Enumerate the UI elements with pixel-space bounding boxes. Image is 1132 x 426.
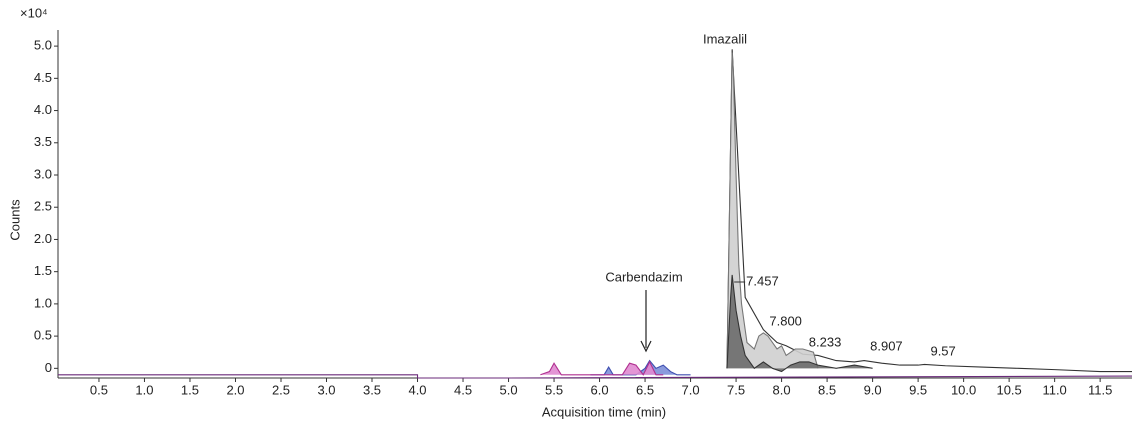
x-tick-label: 4.0 [408,382,426,397]
trace [540,360,664,376]
y-axis-label: Counts [7,199,22,241]
x-tick-label: 1.5 [181,382,199,397]
trace [590,359,691,376]
x-tick-label: 9.0 [864,382,882,397]
annotation: Carbendazim [605,269,682,284]
x-tick-label: 6.0 [591,382,609,397]
peak-label: 7.457 [746,273,779,288]
x-tick-label: 7.0 [682,382,700,397]
x-tick-label: 10.5 [996,382,1021,397]
arrow-head [640,340,652,353]
x-tick-label: 11.0 [1042,382,1066,397]
y-tick-label: 3.0 [34,166,52,181]
peak-label: 8.233 [809,334,842,349]
x-tick-label: 9.5 [909,382,927,397]
y-tick-label: 4.5 [34,70,52,85]
x-tick-label: 7.5 [727,382,745,397]
x-tick-label: 2.0 [226,382,244,397]
y-multiplier: ×10⁴ [20,5,48,20]
x-tick-label: 4.5 [454,382,472,397]
x-tick-label: 8.0 [773,382,791,397]
y-tick-label: 0.5 [34,328,52,343]
annotation: Imazalil [703,31,747,46]
x-tick-label: 0.5 [90,382,108,397]
y-tick-label: 1.5 [34,263,52,278]
x-tick-label: 8.5 [818,382,836,397]
y-tick-label: 2.5 [34,199,52,214]
y-tick-label: 4.0 [34,102,52,117]
x-tick-label: 3.0 [317,382,335,397]
x-tick-label: 11.5 [1088,382,1112,397]
y-tick-label: 3.5 [34,134,52,149]
x-tick-label: 10.0 [951,382,976,397]
x-tick-label: 3.5 [363,382,381,397]
peak-label: 9.57 [930,343,955,358]
x-tick-label: 2.5 [272,382,290,397]
y-tick-label: 5.0 [34,38,52,53]
peak-label: 7.800 [769,313,802,328]
trace [58,374,1132,379]
y-tick-label: 0 [45,360,52,375]
x-tick-label: 1.0 [135,382,153,397]
x-tick-label: 5.0 [499,382,517,397]
trace [726,274,873,373]
x-tick-label: 6.5 [636,382,654,397]
y-tick-label: 1.0 [34,295,52,310]
x-axis-label: Acquisition time (min) [542,404,666,419]
x-tick-label: 5.5 [545,382,563,397]
peak-label: 8.907 [870,338,903,353]
y-tick-label: 2.0 [34,231,52,246]
